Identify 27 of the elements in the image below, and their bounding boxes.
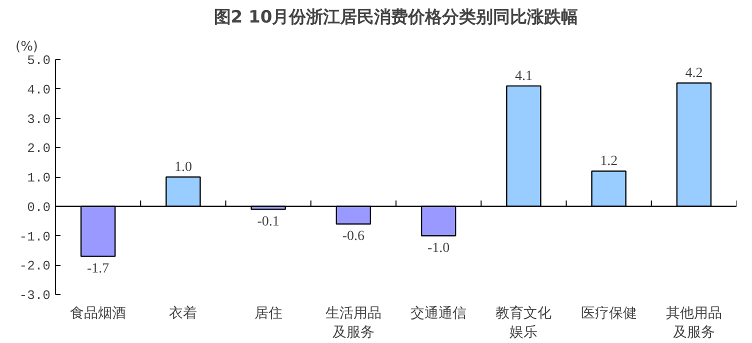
data-label: -1.0	[427, 240, 450, 256]
data-label: 1.0	[174, 160, 192, 175]
y-tick-label: -1.0	[19, 229, 51, 244]
x-tick-label: 教育文化娱乐	[496, 304, 552, 341]
y-tick-label: 1.0	[27, 170, 50, 186]
x-tick-label: 生活用品及服务	[325, 306, 382, 341]
data-label: 4.2	[685, 66, 703, 81]
x-tick-label: 衣着	[169, 306, 198, 322]
x-tick-label: 居住	[254, 306, 282, 322]
data-label: 4.1	[514, 68, 532, 84]
data-label: 1.2	[600, 154, 618, 170]
y-axis-title: (%)	[16, 40, 38, 54]
data-label: -1.7	[86, 261, 110, 276]
y-tick-label: 5.0	[27, 53, 50, 68]
y-tick-label: -2.0	[19, 258, 51, 274]
y-tick-label: 0.0	[27, 200, 50, 215]
chart-title: 图2 10月份浙江居民消费价格分类别同比涨跌幅	[214, 8, 578, 28]
y-tick-label: 3.0	[27, 112, 50, 127]
x-tick-label: 食品烟酒	[70, 306, 126, 322]
y-tick-label: -3.0	[19, 288, 51, 303]
data-label: -0.6	[342, 229, 365, 244]
data-label: -0.1	[257, 214, 280, 230]
y-tick-label: 2.0	[27, 141, 50, 156]
y-tick-label: 4.0	[27, 82, 50, 98]
x-tick-label: 交通通信	[410, 306, 467, 322]
x-tick-label: 其他用品及服务	[666, 306, 722, 341]
x-tick-label: 医疗保健	[580, 306, 637, 322]
